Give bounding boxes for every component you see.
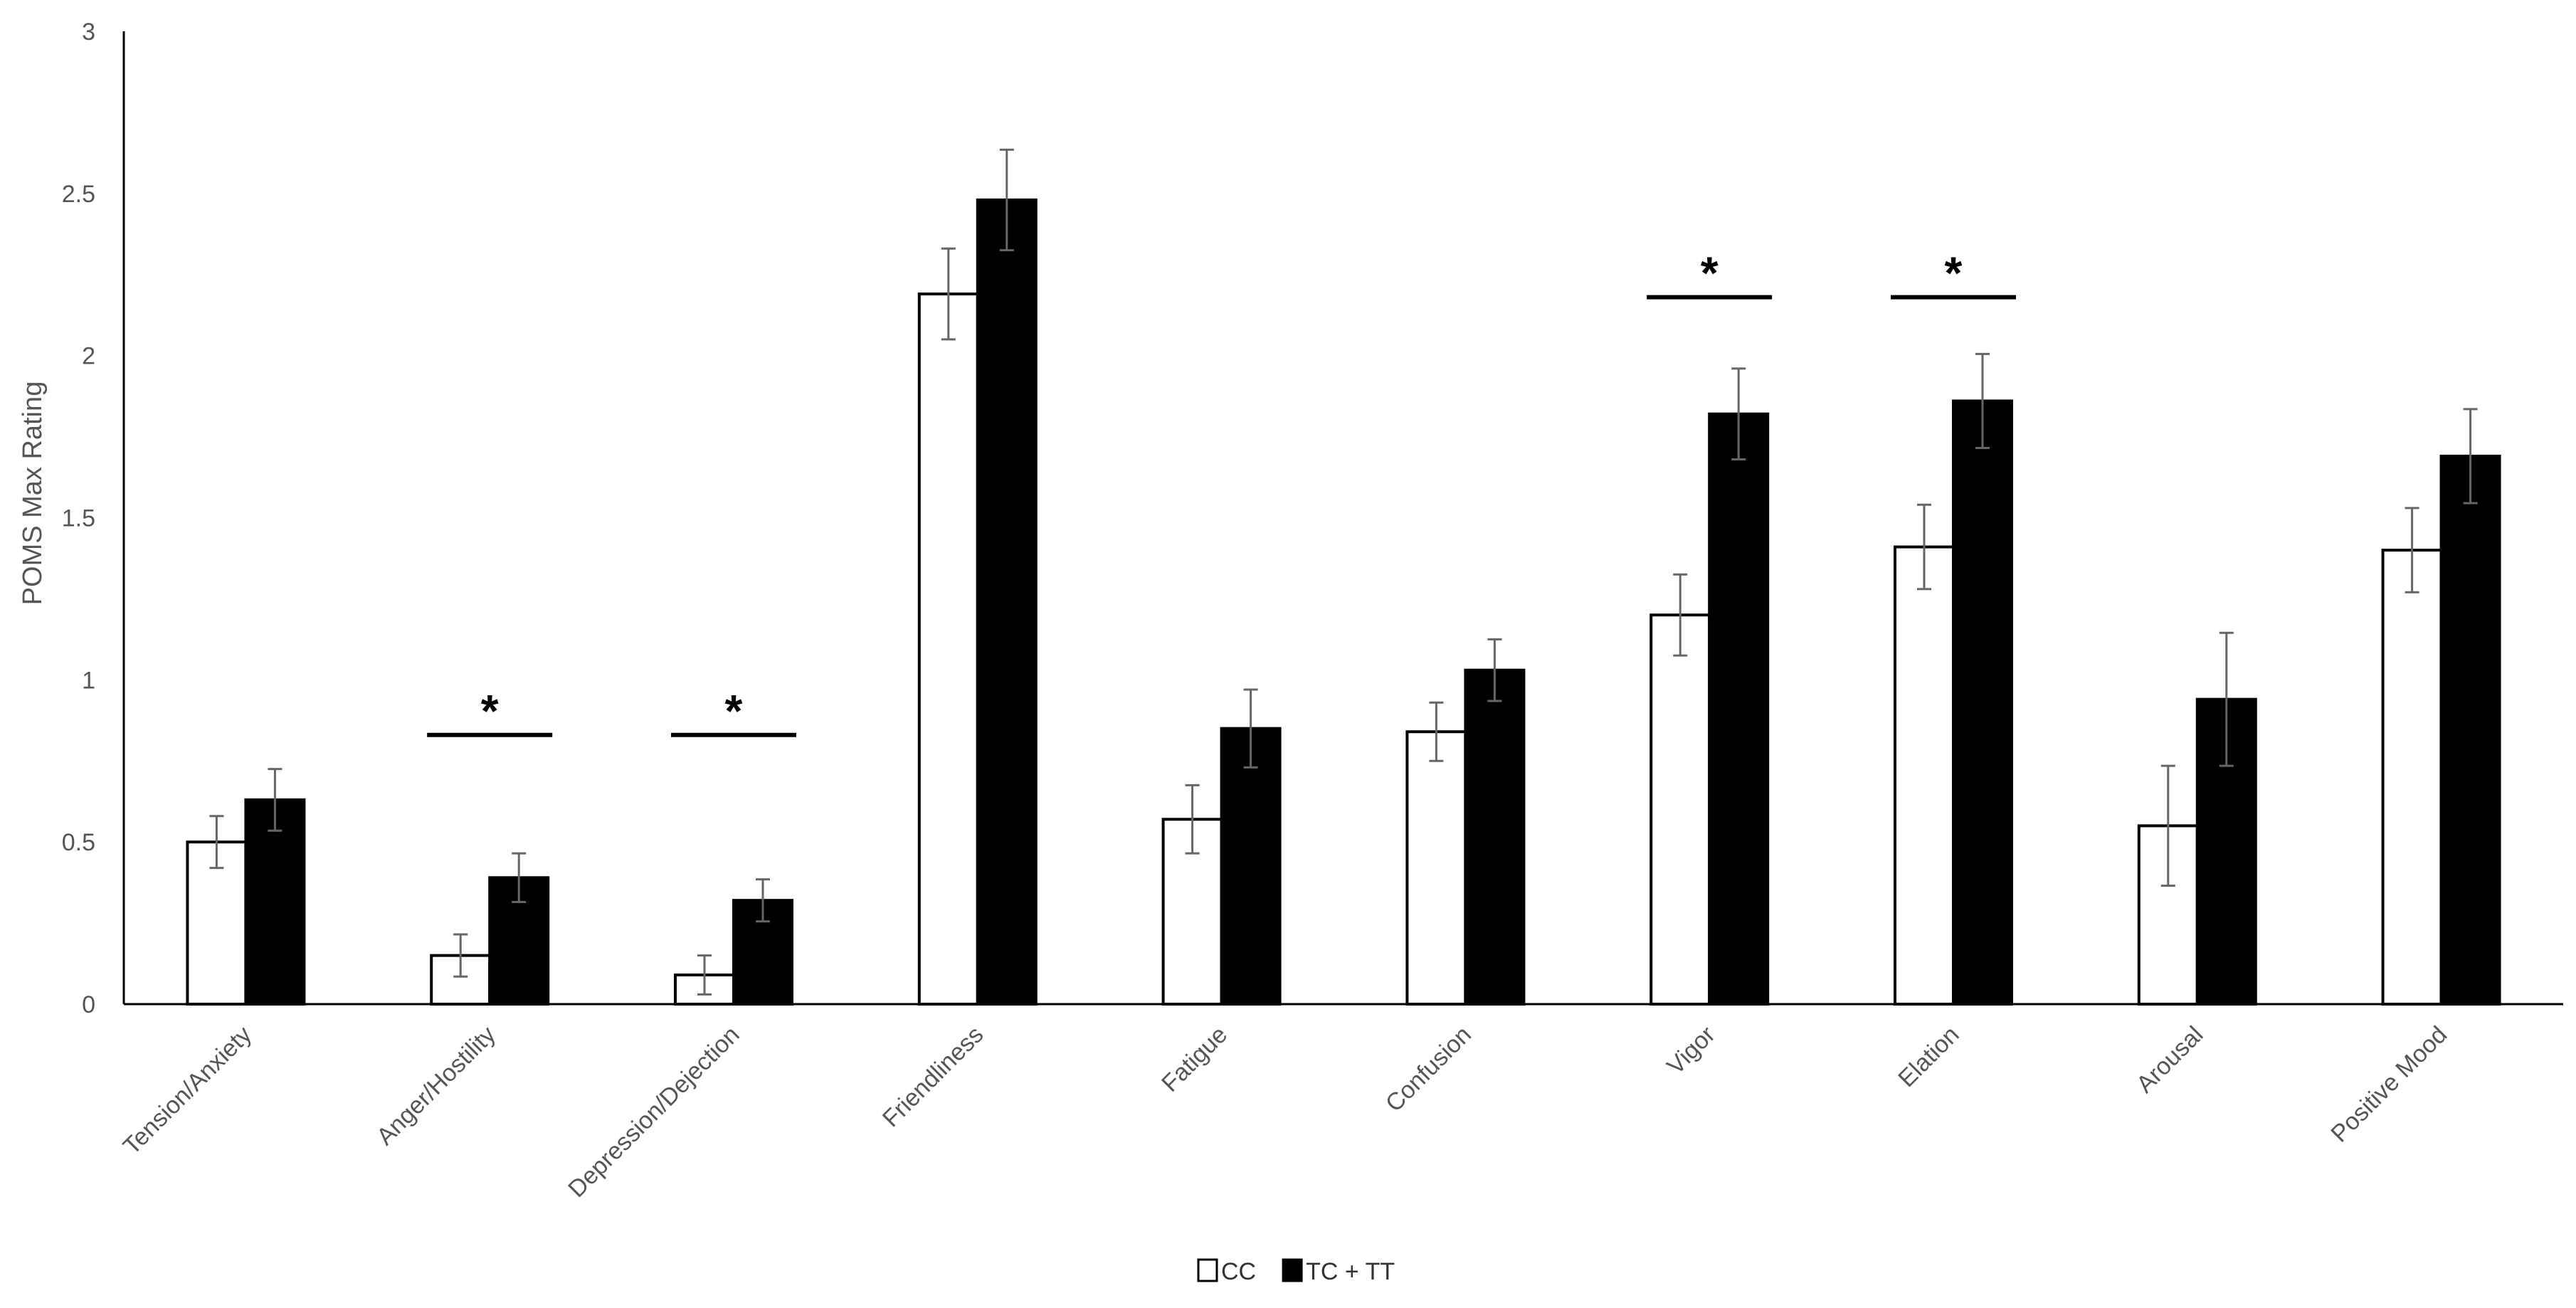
significance-star-depression-dejection: * xyxy=(725,685,743,737)
x-tick-label-positive-mood: Positive Mood xyxy=(2326,1021,2452,1148)
legend-label-cc: CC xyxy=(1221,1258,1256,1285)
error-bar-tc-tt-vigor xyxy=(1731,367,1746,460)
error-bar-tc-tt-arousal xyxy=(2219,631,2234,767)
y-axis-title: POMS Max Rating xyxy=(18,381,48,606)
y-tick-label: 2.5 xyxy=(62,181,95,208)
error-bar-cc-fatigue xyxy=(1185,784,1200,855)
error-bar-tc-tt-positive-mood xyxy=(2463,408,2478,505)
error-bar-cc-elation xyxy=(1917,503,1931,591)
bar-cc-tension-anxiety xyxy=(186,840,248,1006)
y-tick-label: 3 xyxy=(82,19,95,46)
error-bar-tc-tt-tension-anxiety xyxy=(268,768,283,832)
error-bar-cc-tension-anxiety xyxy=(209,815,224,870)
significance-star-elation: * xyxy=(1945,248,1963,299)
x-tick-label-vigor: Vigor xyxy=(1662,1021,1721,1080)
bar-tc-tt-elation xyxy=(1952,399,2013,1006)
y-tick-label: 1.5 xyxy=(62,505,95,532)
x-tick-label-anger-hostility: Anger/Hostility xyxy=(371,1021,501,1151)
significance-markers: * * * * xyxy=(427,248,2016,737)
y-axis-ticks: 0 0.5 1 1.5 2 2.5 3 xyxy=(62,19,95,1018)
x-tick-label-arousal: Arousal xyxy=(2131,1021,2208,1098)
error-bar-cc-friendliness xyxy=(941,247,956,341)
x-tick-label-depression-dejection: Depression/Dejection xyxy=(563,1021,744,1203)
x-tick-label-friendliness: Friendliness xyxy=(877,1021,988,1132)
x-tick-label-elation: Elation xyxy=(1893,1021,1964,1092)
y-tick-label: 2 xyxy=(82,343,95,370)
error-bar-cc-depression-dejection xyxy=(697,954,712,996)
significance-star-anger-hostility: * xyxy=(481,685,499,737)
bar-tc-tt-tension-anxiety xyxy=(244,798,306,1006)
error-bar-tc-tt-depression-dejection xyxy=(756,878,770,923)
x-tick-label-fatigue: Fatigue xyxy=(1156,1021,1232,1097)
error-bars xyxy=(209,148,2478,996)
error-bar-tc-tt-friendliness xyxy=(999,148,1014,252)
error-bar-tc-tt-fatigue xyxy=(1243,688,1258,769)
legend-swatch-cc xyxy=(1197,1258,1218,1282)
bar-cc-positive-mood xyxy=(2381,549,2443,1006)
error-bar-tc-tt-confusion xyxy=(1487,638,1502,702)
error-bar-cc-positive-mood xyxy=(2405,507,2419,594)
bar-tc-tt-confusion xyxy=(1464,668,1526,1006)
bar-cc-friendliness xyxy=(917,292,979,1006)
bars xyxy=(186,198,2501,1006)
error-bar-cc-anger-hostility xyxy=(453,933,468,978)
bar-tc-tt-positive-mood xyxy=(2439,454,2501,1006)
bar-cc-confusion xyxy=(1405,730,1467,1006)
y-tick-label: 1 xyxy=(82,667,95,694)
legend: CC TC + TT xyxy=(1197,1258,1395,1285)
x-tick-label-confusion: Confusion xyxy=(1381,1021,1477,1117)
error-bar-cc-confusion xyxy=(1429,701,1444,762)
error-bar-tc-tt-elation xyxy=(1975,352,1990,450)
significance-star-vigor: * xyxy=(1701,248,1719,299)
legend-item-tc-tt: TC + TT xyxy=(1282,1258,1395,1285)
x-axis-labels: Tension/Anxiety Anger/Hostility Depression… xyxy=(118,1021,2452,1203)
error-bar-cc-arousal xyxy=(2160,764,2175,887)
bar-cc-vigor xyxy=(1649,613,1711,1006)
y-tick-label: 0 xyxy=(82,991,95,1018)
y-tick-label: 0.5 xyxy=(62,829,95,856)
legend-item-cc: CC xyxy=(1197,1258,1256,1285)
error-bar-cc-vigor xyxy=(1673,573,1688,657)
bar-tc-tt-friendliness xyxy=(976,198,1038,1006)
bar-tc-tt-fatigue xyxy=(1220,727,1282,1006)
bar-tc-tt-vigor xyxy=(1708,412,1770,1006)
axes xyxy=(122,31,2563,1006)
legend-swatch-tc-tt xyxy=(1282,1258,1303,1282)
error-bar-tc-tt-anger-hostility xyxy=(512,852,527,903)
bar-cc-elation xyxy=(1894,545,1955,1006)
legend-label-tc-tt: TC + TT xyxy=(1306,1258,1395,1285)
x-tick-label-tension-anxiety: Tension/Anxiety xyxy=(118,1021,257,1160)
